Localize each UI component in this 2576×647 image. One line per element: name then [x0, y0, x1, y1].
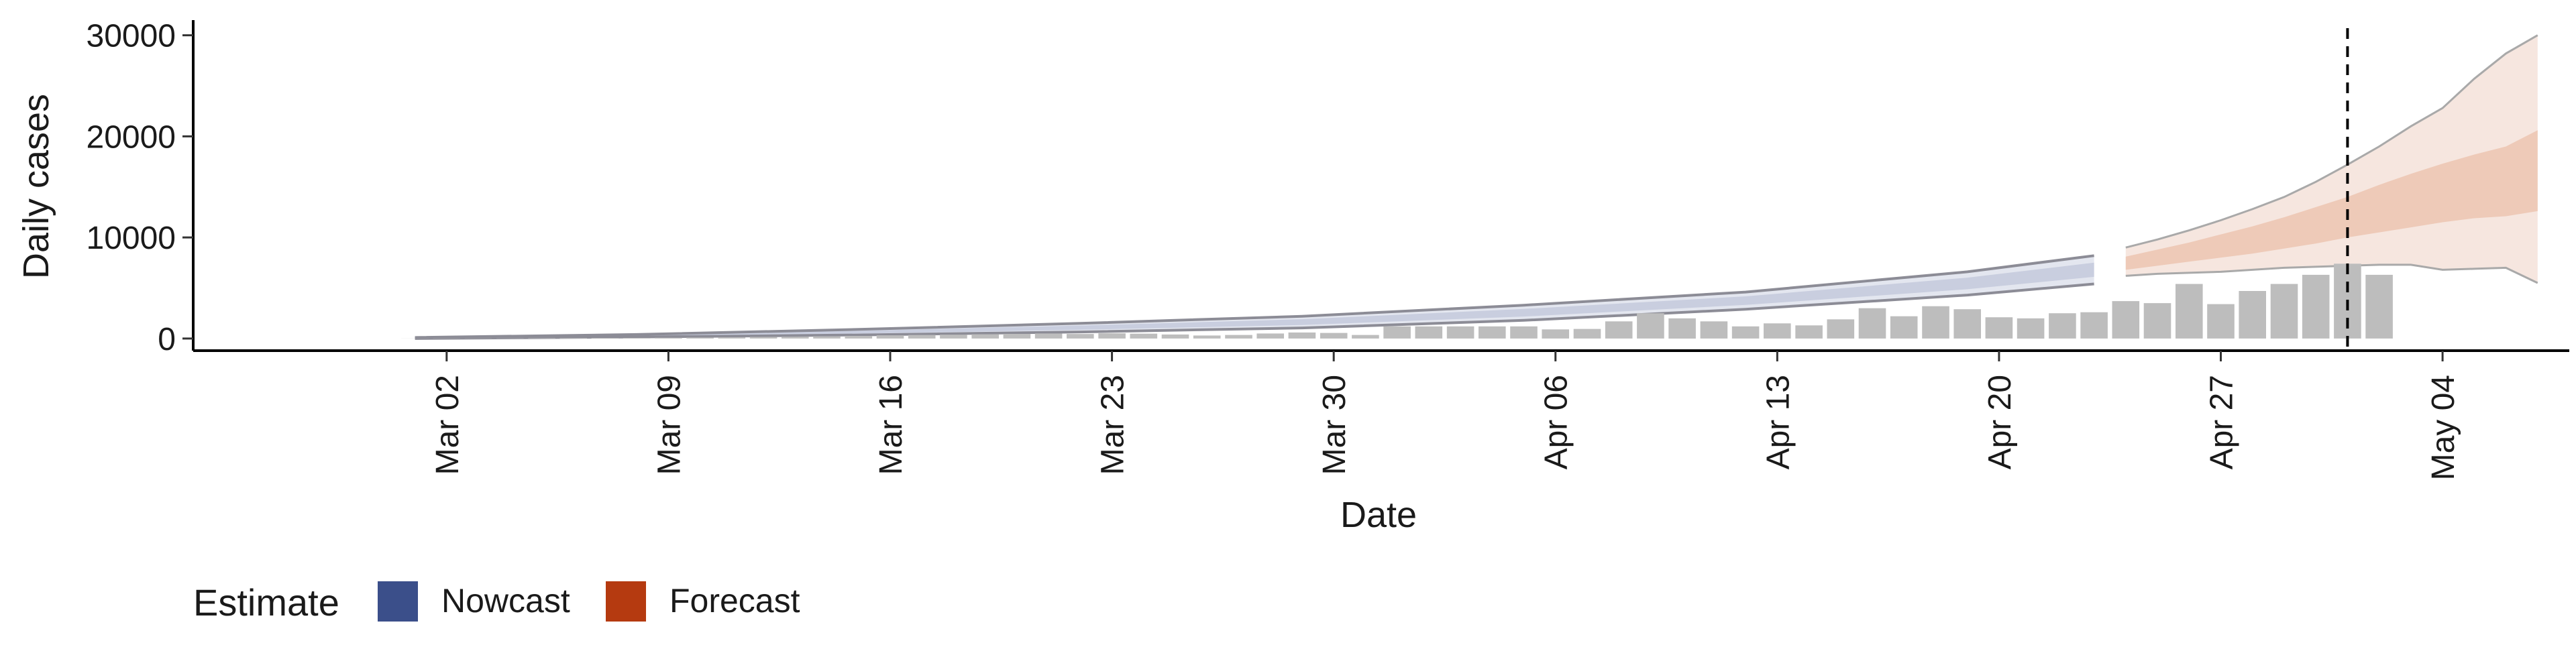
x-axis-title: Date	[1340, 495, 1417, 535]
bar-2020-03-22	[1067, 334, 1094, 339]
x-tick-label-8: Apr 27	[2204, 375, 2240, 469]
bar-2020-03-21	[1035, 333, 1063, 339]
bar-2020-04-20	[1986, 317, 2013, 339]
tick-group: 0 10000 20000 30000 Mar 02 Mar 09 Mar 16 Mar 23…	[87, 19, 2462, 481]
bar-2020-03-12	[750, 337, 777, 339]
bar-2020-04-13	[1764, 323, 1791, 339]
bar-2020-04-06	[1542, 329, 1569, 339]
legend-swatch-nowcast	[378, 581, 418, 622]
bar-2020-04-11	[1701, 321, 1728, 339]
legend: Estimate Nowcast Forecast	[193, 581, 800, 624]
y-axis-title: Daily cases	[16, 94, 56, 279]
bar-2020-04-14	[1795, 325, 1823, 339]
x-tick-label-5: Apr 06	[1539, 375, 1574, 469]
bar-2020-03-28	[1256, 333, 1284, 339]
y-tick-label-1: 10000	[87, 221, 176, 256]
bar-2020-03-20	[1004, 334, 1031, 339]
bar-2020-04-29	[2271, 284, 2298, 339]
bar-2020-03-24	[1130, 334, 1158, 339]
bar-2020-04-04	[1479, 327, 1506, 339]
bar-2020-04-10	[1668, 318, 1696, 339]
x-tick-label-4: Mar 30	[1317, 375, 1352, 475]
y-tick-label-0: 0	[158, 322, 176, 357]
x-tick-label-6: Apr 13	[1760, 375, 1796, 469]
bar-2020-04-17	[1890, 316, 1918, 339]
bar-2020-03-08	[623, 338, 651, 339]
bar-2020-03-30	[1320, 333, 1348, 339]
y-tick-label-2: 20000	[87, 119, 176, 155]
legend-label-forecast: Forecast	[669, 582, 800, 620]
axes-group	[193, 20, 2569, 351]
bar-2020-03-07	[592, 338, 619, 339]
bar-2020-03-15	[845, 336, 873, 339]
bar-2020-03-27	[1225, 335, 1252, 339]
bar-2020-03-17	[908, 335, 936, 339]
reported-cases-bars	[401, 263, 2393, 339]
bar-2020-04-08	[1605, 321, 1633, 339]
y-tick-label-3: 30000	[87, 19, 176, 54]
bar-2020-04-05	[1510, 327, 1538, 339]
bar-2020-04-23	[2080, 312, 2108, 339]
x-tick-label-7: Apr 20	[1982, 375, 2018, 469]
bar-2020-04-22	[2049, 313, 2076, 339]
bar-2020-05-02	[2365, 275, 2393, 339]
bar-2020-03-11	[718, 337, 746, 339]
bar-2020-04-27	[2207, 304, 2235, 339]
x-tick-label-1: Mar 09	[651, 375, 687, 475]
x-tick-label-9: May 04	[2426, 375, 2461, 480]
bar-2020-03-10	[686, 337, 714, 339]
bar-2020-04-19	[1953, 309, 1981, 339]
bar-2020-04-09	[1637, 313, 1664, 339]
bar-2020-03-16	[877, 335, 904, 339]
bar-2020-03-29	[1289, 333, 1316, 339]
bar-2020-04-16	[1859, 308, 1886, 339]
bar-2020-04-02	[1415, 327, 1443, 339]
bar-2020-04-28	[2239, 291, 2266, 339]
forecast-band-group	[2126, 36, 2538, 283]
x-tick-label-3: Mar 23	[1095, 375, 1131, 475]
x-tick-label-0: Mar 02	[430, 375, 466, 475]
x-tick-label-2: Mar 16	[873, 375, 909, 475]
bar-2020-04-26	[2176, 284, 2203, 339]
legend-label-nowcast: Nowcast	[441, 582, 570, 620]
bar-2020-03-06	[559, 338, 587, 339]
bar-2020-03-31	[1352, 335, 1379, 339]
bar-2020-03-25	[1162, 335, 1189, 339]
bar-2020-04-03	[1447, 327, 1474, 339]
bar-2020-03-18	[940, 335, 967, 339]
bar-2020-04-24	[2112, 301, 2140, 339]
bar-2020-03-13	[782, 337, 809, 339]
bar-2020-03-14	[813, 337, 841, 339]
bar-2020-03-26	[1193, 335, 1221, 339]
bar-2020-04-25	[2144, 303, 2171, 339]
legend-title: Estimate	[193, 581, 339, 624]
bar-2020-03-09	[655, 338, 682, 339]
bar-2020-04-01	[1383, 327, 1411, 339]
bar-2020-04-30	[2302, 275, 2330, 339]
legend-swatch-forecast	[606, 581, 646, 622]
bar-2020-04-15	[1827, 319, 1855, 339]
bar-2020-03-19	[971, 335, 999, 339]
bar-2020-04-18	[1922, 306, 1949, 339]
bar-2020-04-12	[1732, 327, 1760, 339]
bar-2020-03-23	[1098, 333, 1126, 339]
bar-2020-04-21	[2017, 318, 2045, 339]
bar-2020-04-07	[1574, 329, 1601, 339]
